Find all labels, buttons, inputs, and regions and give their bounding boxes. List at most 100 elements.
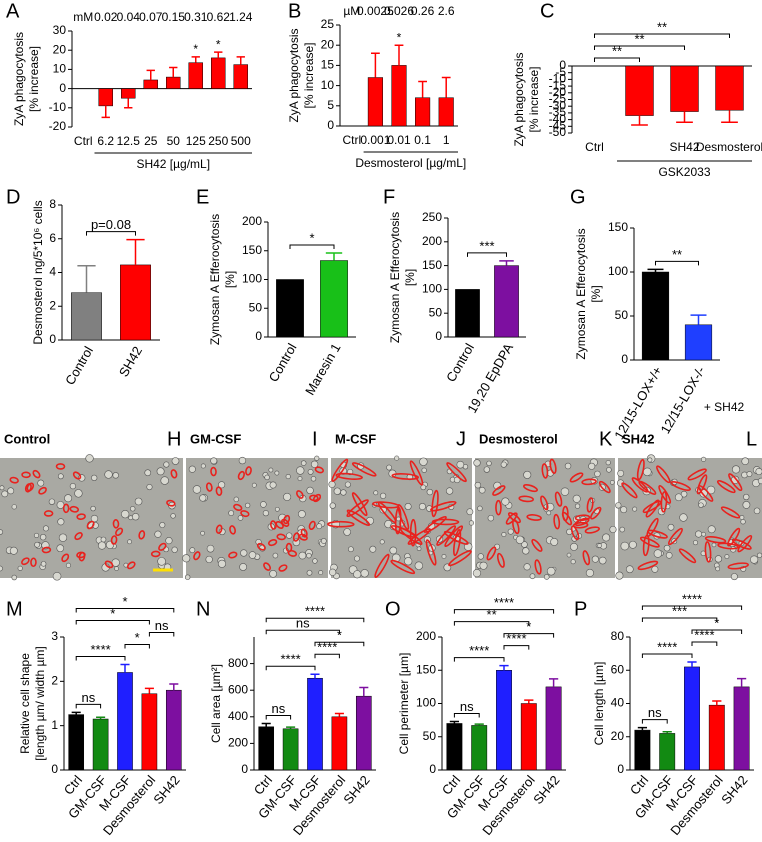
image-label: Control <box>4 431 50 446</box>
outlined-cell <box>407 528 432 545</box>
y-axis-label: Cell perimeter [µm] <box>397 653 411 755</box>
outlined-cell <box>720 506 741 519</box>
bar <box>659 733 676 771</box>
outlined-cell <box>150 550 161 558</box>
cell <box>478 486 486 494</box>
panel-letter: E <box>196 186 209 208</box>
cell <box>606 467 612 473</box>
cell <box>192 485 202 494</box>
outlined-cell <box>276 533 286 541</box>
cell <box>698 502 704 508</box>
cell <box>609 480 615 485</box>
cell <box>307 468 314 475</box>
bar <box>188 62 203 89</box>
y-tick-label: 2 <box>49 298 56 312</box>
cell <box>0 565 3 572</box>
y-tick-label: 4 <box>49 265 56 279</box>
image-letter: K <box>599 428 613 450</box>
outlined-cell <box>639 536 660 548</box>
bar <box>438 97 454 127</box>
cell <box>200 530 205 536</box>
outlined-cell <box>115 527 124 537</box>
significance-bracket <box>75 607 175 613</box>
outlined-cell <box>210 466 217 477</box>
cells <box>615 454 762 581</box>
cell <box>594 470 601 478</box>
outlined-cell <box>430 500 457 512</box>
outlined-cell <box>423 515 447 533</box>
bar <box>117 672 133 771</box>
panel-letter: B <box>288 0 301 22</box>
cell <box>121 510 130 519</box>
cell <box>11 574 17 581</box>
cell <box>170 513 176 519</box>
top-label: 0.62 <box>207 10 231 24</box>
x-tick-label: SH42 <box>718 772 750 807</box>
cell <box>591 555 599 563</box>
y-tick-label: 1 <box>51 718 58 732</box>
cell <box>189 547 196 554</box>
cell <box>206 544 215 553</box>
cell <box>217 559 227 568</box>
y-tick-label: 0 <box>59 81 66 95</box>
bar <box>520 703 537 771</box>
cell <box>65 562 71 568</box>
cell <box>318 570 324 575</box>
cell <box>507 528 514 535</box>
outlined-cell <box>331 458 349 482</box>
outlined-cell <box>55 463 66 470</box>
y-axis-label: [% increase] <box>527 66 541 132</box>
y-tick-label: 100 <box>242 272 262 286</box>
outlined-cell <box>41 546 52 554</box>
significance: **** <box>506 631 526 646</box>
cell <box>128 515 134 521</box>
outlined-cell <box>263 562 272 571</box>
significance-bracket <box>691 629 743 634</box>
bar <box>282 728 299 771</box>
cell <box>389 546 398 555</box>
cell <box>283 492 292 501</box>
bar <box>68 714 85 771</box>
outlined-cell <box>448 550 472 567</box>
outlined-cell <box>486 546 497 561</box>
error-bar <box>548 678 559 687</box>
cell <box>264 474 270 481</box>
cell <box>574 503 581 509</box>
cell <box>369 545 377 553</box>
cell <box>297 476 303 481</box>
y-axis-label: Relative cell shape <box>18 653 32 754</box>
bar <box>120 264 151 341</box>
outlined-cell <box>667 527 683 546</box>
outlined-cell <box>541 463 549 479</box>
cell <box>757 477 762 485</box>
outlined-cell <box>112 519 120 529</box>
bar <box>331 716 348 771</box>
bar <box>307 677 323 771</box>
significance: * <box>216 37 221 51</box>
outlined-cell <box>283 514 291 525</box>
y-tick-label: -25 <box>549 92 567 106</box>
outlined-cell <box>534 559 542 575</box>
outlined-cell <box>21 557 30 566</box>
cell <box>419 457 428 466</box>
y-tick-label: -45 <box>549 118 567 132</box>
outlined-cell <box>346 509 371 526</box>
cell <box>625 565 634 574</box>
cell <box>165 537 173 545</box>
x-tick-label: Maresin 1 <box>302 341 344 398</box>
outlined-cell <box>110 535 118 545</box>
outlined-cell <box>554 491 563 507</box>
cell <box>343 528 351 536</box>
significance-bracket <box>641 719 668 724</box>
y-axis-label: Cell area [µm²] <box>209 664 223 743</box>
y-tick-label: -10 <box>549 72 567 86</box>
error-bar <box>214 51 223 58</box>
outlined-cell <box>314 466 325 474</box>
outlined-cell <box>631 477 649 493</box>
cell <box>711 542 717 548</box>
cell <box>615 502 622 509</box>
cell <box>543 574 550 580</box>
outlined-cell <box>572 521 589 529</box>
cell <box>171 546 178 553</box>
outlined-cell <box>30 557 37 568</box>
